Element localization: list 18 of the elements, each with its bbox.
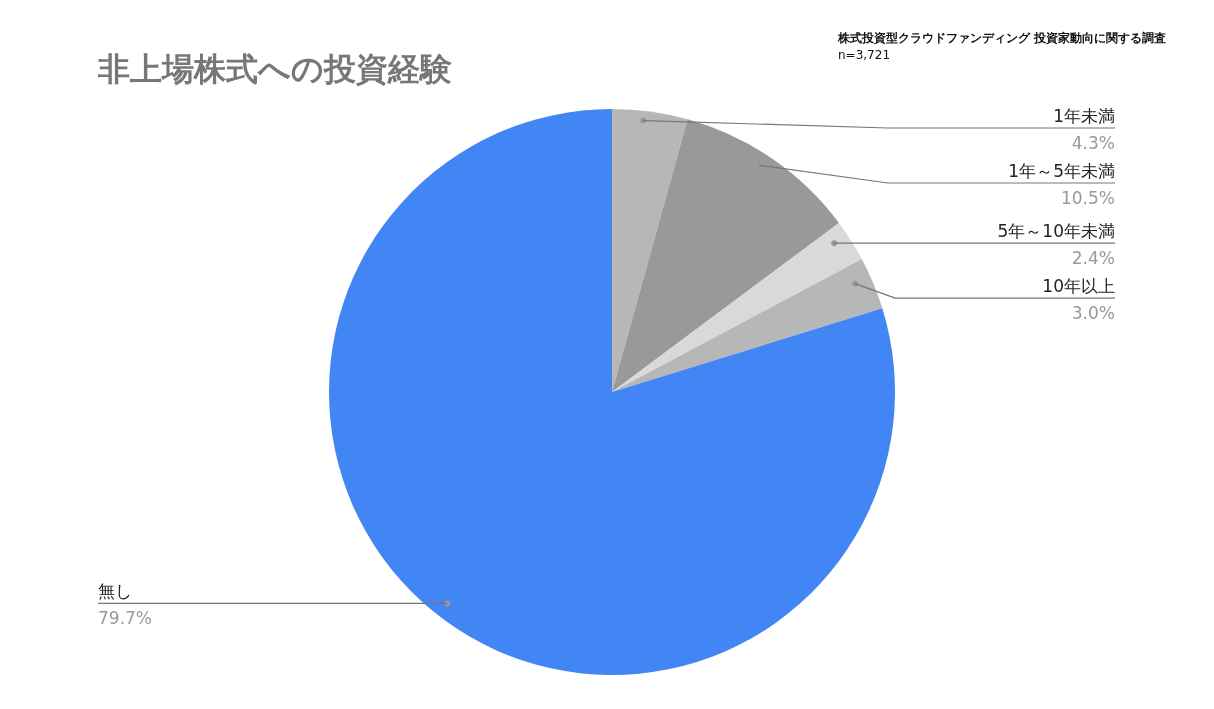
slice-label: 1年～5年未満	[1008, 161, 1115, 181]
pie-slice	[329, 109, 895, 675]
slice-label: 5年～10年未満	[997, 221, 1115, 242]
data-label: 79.7%	[98, 608, 153, 629]
data-label: 2.4%	[1071, 248, 1115, 269]
pie-slice	[612, 119, 839, 392]
text: n=3,721	[838, 47, 891, 64]
pie-slice	[612, 223, 862, 392]
pie-slice	[612, 109, 688, 392]
data-label: 10.5%	[1060, 188, 1115, 208]
pie-slice	[612, 259, 883, 392]
chart-title: 非上場株式への投資経験	[98, 49, 452, 90]
slice-label: 10年以上	[1042, 276, 1115, 297]
text: 株式投資型クラウドファンディング 投資家動向に関する調査	[838, 30, 1168, 47]
slice-label: 1年未満	[1053, 106, 1115, 126]
slice-label: 無し	[98, 581, 132, 602]
data-label: 3.0%	[1071, 303, 1115, 324]
data-label: 4.3%	[1071, 133, 1115, 153]
